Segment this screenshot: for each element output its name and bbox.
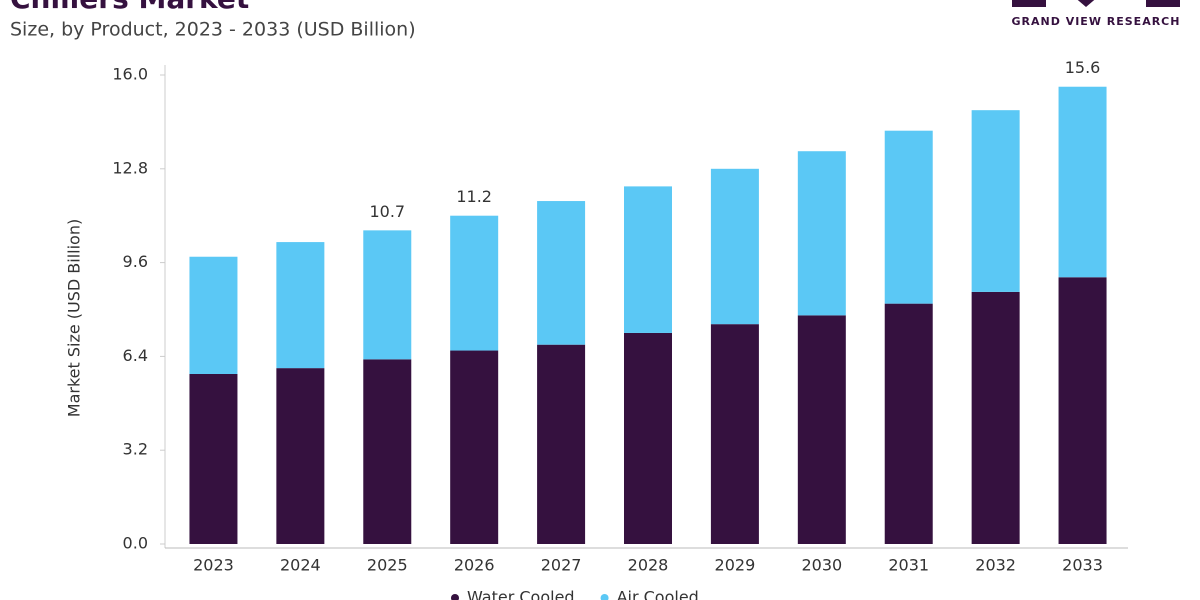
- bar-segment: [797, 315, 846, 544]
- bar-segment: [537, 344, 586, 544]
- bar-segment: [971, 110, 1020, 292]
- y-tick-label: 12.8: [112, 158, 148, 177]
- bar-segment: [1058, 277, 1107, 544]
- logo-block: [1077, 0, 1095, 7]
- y-tick-label: 3.2: [123, 440, 148, 459]
- legend-swatch: [451, 594, 459, 600]
- x-tick-label: 2025: [367, 556, 408, 575]
- y-tick-label: 9.6: [123, 252, 148, 271]
- bar-segment: [363, 359, 412, 544]
- bar-segment: [450, 215, 499, 351]
- bar-segment: [276, 242, 325, 369]
- bar-segment: [1058, 86, 1107, 278]
- x-tick-label: 2028: [628, 556, 669, 575]
- bar-segment: [624, 186, 672, 333]
- legend-swatch: [600, 594, 609, 600]
- x-tick-label: 2029: [715, 556, 756, 575]
- bar-segment: [189, 256, 238, 374]
- x-tick-label: 2030: [801, 556, 842, 575]
- legend-label: Air Cooled: [617, 588, 699, 600]
- bar-segment: [710, 324, 759, 544]
- y-tick-label: 16.0: [112, 65, 148, 84]
- bar-segment: [276, 368, 325, 544]
- logo-block: [1012, 0, 1046, 7]
- x-tick-label: 2023: [193, 556, 234, 575]
- x-tick-label: 2033: [1062, 556, 1103, 575]
- x-tick-label: 2032: [975, 556, 1016, 575]
- x-tick-label: 2026: [454, 556, 495, 575]
- y-tick-label: 6.4: [123, 346, 148, 365]
- chart-subtitle: Size, by Product, 2023 - 2033 (USD Billi…: [10, 19, 416, 41]
- total-label: 10.7: [369, 202, 405, 221]
- bar-segment: [537, 201, 586, 345]
- bar-segment: [797, 151, 846, 316]
- x-tick-label: 2027: [541, 556, 582, 575]
- bar-segment: [884, 303, 933, 544]
- bar-segment: [710, 168, 759, 325]
- chart-title: Chillers Market: [10, 0, 249, 15]
- x-tick-label: 2031: [888, 556, 929, 575]
- logo-block: [1146, 0, 1180, 7]
- bar-segment: [363, 230, 412, 360]
- x-tick-label: 2024: [280, 556, 321, 575]
- bar-segment: [450, 350, 499, 544]
- y-tick-label: 0.0: [123, 534, 148, 553]
- bar-segment: [624, 332, 672, 544]
- logo-text: GRAND VIEW RESEARCH: [1012, 15, 1181, 28]
- bar-segment: [884, 130, 933, 304]
- y-axis-label: Market Size (USD Billion): [65, 219, 84, 417]
- total-label: 15.6: [1065, 58, 1101, 77]
- bar-segment: [971, 291, 1020, 544]
- total-label: 11.2: [456, 187, 492, 206]
- logo: GRAND VIEW RESEARCH: [1012, 0, 1181, 28]
- legend-label: Water Cooled: [467, 588, 575, 600]
- bar-segment: [189, 373, 238, 544]
